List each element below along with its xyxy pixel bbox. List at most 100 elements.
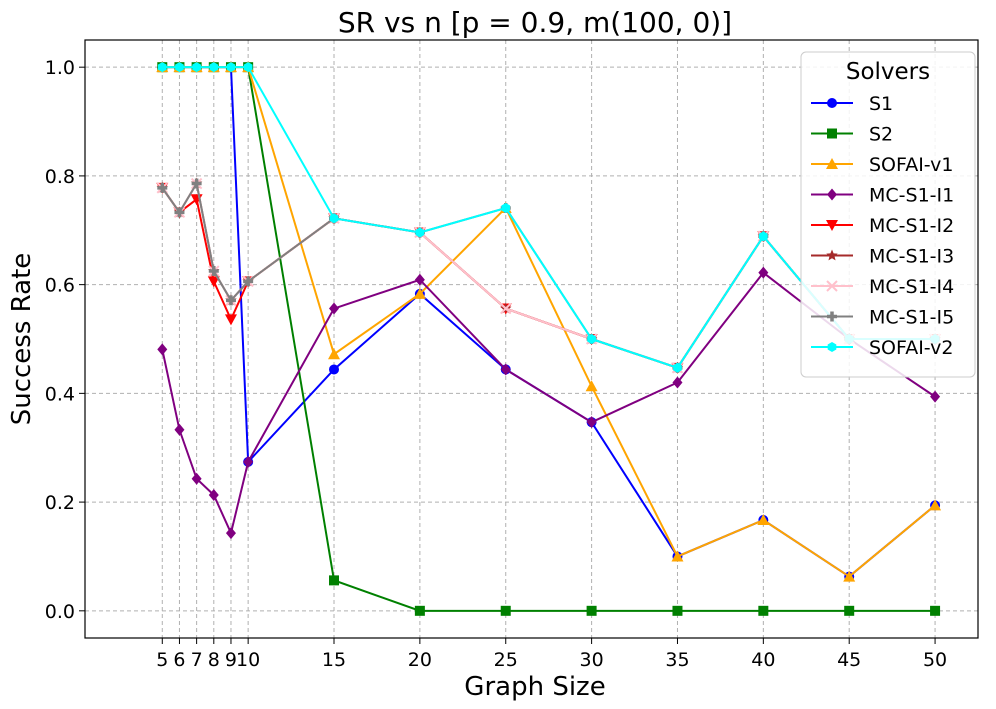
data-point-sofai-v1 bbox=[929, 499, 942, 511]
legend-marker bbox=[826, 280, 838, 292]
data-point-sofai-v2 bbox=[673, 362, 682, 373]
chart-title: SR vs n [p = 0.9, m(100, 0)] bbox=[338, 6, 732, 39]
data-point-mc-s1-i1 bbox=[672, 376, 683, 389]
legend-item-mc-s1-i2: MC-S1-I2 bbox=[811, 215, 954, 237]
x-tick-label: 15 bbox=[322, 649, 346, 671]
legend: Solvers S1 S2 SOFAI-v1 MC-S1-I1 MC-S1-I2 MC-S… bbox=[800, 51, 976, 378]
data-point-mc-s1-i1 bbox=[500, 363, 511, 376]
legend-item-sofai-v2: SOFAI-v2 bbox=[811, 337, 953, 359]
data-point-mc-s1-i5 bbox=[174, 207, 185, 218]
series-mc-s1-i1 bbox=[157, 266, 941, 540]
data-point-sofai-v2 bbox=[157, 62, 167, 73]
data-point-mc-s1-i4 bbox=[500, 302, 512, 315]
x-tick-label: 50 bbox=[923, 649, 947, 671]
legend-label: SOFAI-v1 bbox=[869, 154, 953, 176]
data-point-sofai-v2 bbox=[209, 62, 219, 73]
data-point-mc-s1-i5 bbox=[243, 276, 254, 287]
legend-label: SOFAI-v2 bbox=[869, 337, 953, 359]
legend-item-mc-s1-i3: MC-S1-I3 bbox=[811, 246, 954, 268]
data-point-mc-s1-i1 bbox=[208, 489, 219, 502]
axis-ticks: 5 6 7 8 9 10 15 20 25 30 35 40 45 50 0.0 0.2 0.4 0.6 0.8 1.… bbox=[45, 57, 947, 671]
data-point-sofai-v2 bbox=[192, 62, 201, 73]
data-point-sofai-v2 bbox=[501, 202, 511, 213]
series-lines bbox=[156, 61, 942, 616]
x-tick-label: 20 bbox=[408, 649, 432, 671]
data-point-sofai-v2 bbox=[243, 62, 253, 73]
data-point-sofai-v2 bbox=[587, 334, 596, 344]
data-point-sofai-v1 bbox=[757, 514, 770, 526]
data-point-sofai-v2 bbox=[226, 62, 236, 73]
legend-title: Solvers bbox=[846, 59, 930, 85]
data-point-mc-s1-i2 bbox=[224, 314, 237, 326]
data-point-mc-s1-i1 bbox=[174, 423, 185, 436]
legend-item-s1: S1 bbox=[811, 93, 893, 115]
data-point-mc-s1-i1 bbox=[157, 343, 168, 356]
legend-label: MC-S1-I5 bbox=[869, 307, 954, 329]
data-point-sofai-v2 bbox=[759, 231, 768, 242]
data-point-mc-s1-i1 bbox=[586, 416, 597, 429]
legend-label: MC-S1-I2 bbox=[869, 215, 954, 237]
data-point-sofai-v1 bbox=[328, 348, 341, 360]
legend-label: S1 bbox=[869, 93, 893, 115]
y-tick-label: 0.8 bbox=[45, 166, 75, 188]
y-tick-label: 0.2 bbox=[45, 492, 75, 514]
legend-label: MC-S1-I3 bbox=[869, 246, 954, 268]
plot-frame bbox=[84, 39, 979, 639]
data-point-s2 bbox=[844, 605, 855, 616]
data-point-mc-s1-i1 bbox=[191, 472, 202, 485]
data-point-mc-s1-i5 bbox=[225, 295, 236, 306]
legend-items: S1 S2 SOFAI-v1 MC-S1-I1 MC-S1-I2 MC-S1-I3 MC-S… bbox=[811, 93, 954, 359]
data-point-sofai-v1 bbox=[671, 550, 684, 562]
data-point-s2 bbox=[500, 605, 511, 616]
legend-item-mc-s1-i5: MC-S1-I5 bbox=[811, 307, 954, 329]
legend-marker bbox=[826, 249, 838, 261]
data-point-mc-s1-i1 bbox=[225, 527, 236, 540]
data-point-mc-s1-i5 bbox=[157, 182, 168, 193]
y-tick-label: 1.0 bbox=[45, 57, 75, 79]
legend-marker bbox=[827, 128, 837, 139]
x-tick-label: 35 bbox=[665, 649, 689, 671]
x-tick-label: 10 bbox=[236, 649, 260, 671]
data-point-sofai-v1 bbox=[843, 570, 856, 582]
data-point-mc-s1-i2 bbox=[207, 276, 220, 288]
legend-marker bbox=[826, 220, 838, 231]
data-point-sofai-v2 bbox=[415, 227, 425, 238]
y-axis-title: Success Rate bbox=[7, 253, 37, 426]
x-tick-label: 9 bbox=[225, 649, 237, 671]
legend-marker bbox=[827, 188, 837, 201]
legend-item-sofai-v1: SOFAI-v1 bbox=[811, 154, 953, 176]
data-point-s2 bbox=[930, 605, 941, 616]
data-point-s2 bbox=[329, 575, 340, 586]
x-tick-label: 8 bbox=[208, 649, 220, 671]
series-line-mc-s1-i1 bbox=[161, 271, 936, 537]
x-tick-label: 40 bbox=[751, 649, 775, 671]
y-tick-label: 0.4 bbox=[45, 383, 75, 405]
data-point-s2 bbox=[758, 605, 769, 616]
x-tick-label: 25 bbox=[494, 649, 518, 671]
y-tick-label: 0.6 bbox=[45, 275, 75, 297]
data-point-mc-s1-i5 bbox=[208, 266, 219, 277]
legend-item-mc-s1-i1: MC-S1-I1 bbox=[811, 185, 954, 207]
legend-label: MC-S1-I1 bbox=[869, 185, 954, 207]
data-point-mc-s1-i1 bbox=[243, 455, 254, 468]
data-point-s1 bbox=[329, 364, 340, 375]
x-axis-title: Graph Size bbox=[464, 672, 605, 702]
data-point-mc-s1-i1 bbox=[329, 302, 340, 315]
x-tick-label: 45 bbox=[837, 649, 861, 671]
data-point-mc-s1-i5 bbox=[191, 178, 202, 189]
legend-marker bbox=[827, 342, 837, 352]
legend-label: MC-S1-I4 bbox=[869, 276, 954, 298]
data-point-sofai-v2 bbox=[175, 62, 184, 73]
x-tick-label: 6 bbox=[173, 649, 185, 671]
x-tick-label: 5 bbox=[156, 649, 168, 671]
x-tick-label: 30 bbox=[580, 649, 604, 671]
data-point-sofai-v1 bbox=[585, 380, 598, 392]
legend-marker bbox=[827, 98, 837, 108]
data-point-s2 bbox=[414, 605, 425, 616]
x-tick-label: 7 bbox=[191, 649, 203, 671]
legend-marker bbox=[826, 158, 838, 169]
data-point-mc-s1-i1 bbox=[758, 266, 769, 279]
data-point-s2 bbox=[586, 605, 597, 616]
legend-item-s2: S2 bbox=[811, 124, 893, 146]
